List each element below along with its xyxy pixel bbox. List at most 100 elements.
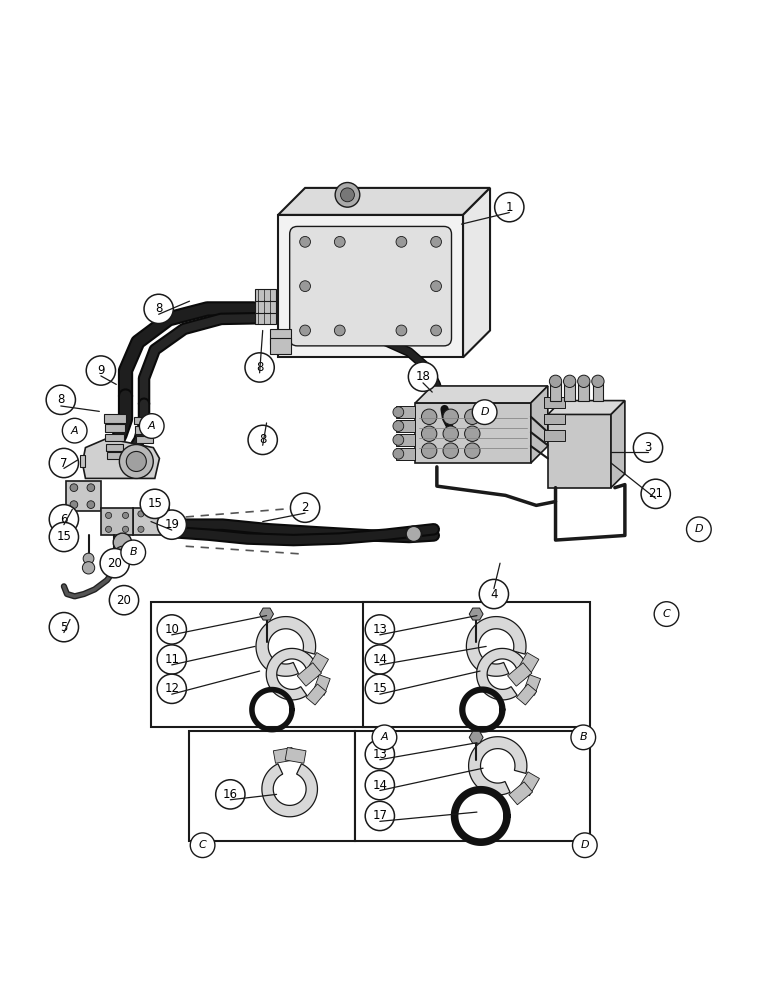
Circle shape: [393, 421, 404, 431]
Text: 16: 16: [223, 788, 238, 801]
Circle shape: [573, 833, 598, 858]
Circle shape: [443, 443, 459, 458]
Circle shape: [49, 505, 79, 534]
Polygon shape: [548, 401, 625, 414]
Text: C: C: [662, 609, 670, 619]
Circle shape: [465, 409, 480, 424]
Circle shape: [108, 562, 120, 574]
Circle shape: [87, 484, 95, 492]
Polygon shape: [469, 737, 527, 795]
Circle shape: [465, 426, 480, 441]
Circle shape: [70, 501, 78, 508]
Polygon shape: [255, 300, 276, 313]
Text: A: A: [381, 732, 388, 742]
Circle shape: [300, 236, 310, 247]
Text: 14: 14: [372, 779, 388, 792]
Text: C: C: [198, 840, 206, 850]
Circle shape: [443, 426, 459, 441]
Circle shape: [365, 740, 394, 769]
Circle shape: [550, 375, 562, 387]
Circle shape: [577, 375, 590, 387]
Text: 3: 3: [645, 441, 652, 454]
Bar: [363, 602, 591, 727]
Polygon shape: [266, 648, 318, 700]
Circle shape: [479, 579, 509, 609]
Polygon shape: [136, 436, 153, 443]
Circle shape: [365, 674, 394, 703]
Polygon shape: [104, 414, 126, 423]
Text: 8: 8: [256, 361, 263, 374]
Text: 20: 20: [107, 557, 122, 570]
Text: B: B: [580, 732, 587, 742]
Circle shape: [564, 375, 576, 387]
Text: 13: 13: [372, 623, 388, 636]
Circle shape: [190, 833, 215, 858]
FancyBboxPatch shape: [290, 226, 452, 346]
Polygon shape: [548, 414, 611, 488]
Circle shape: [422, 426, 437, 441]
Polygon shape: [396, 448, 415, 460]
Polygon shape: [611, 401, 625, 488]
Circle shape: [334, 325, 345, 336]
Text: 10: 10: [164, 623, 179, 636]
Text: 8: 8: [155, 302, 162, 315]
Text: D: D: [581, 840, 589, 850]
Polygon shape: [107, 444, 124, 451]
Circle shape: [431, 281, 442, 292]
Text: A: A: [148, 421, 155, 431]
Polygon shape: [415, 403, 531, 463]
Circle shape: [113, 533, 132, 552]
Text: 19: 19: [164, 518, 179, 531]
Polygon shape: [523, 675, 540, 695]
Circle shape: [633, 433, 662, 462]
Polygon shape: [544, 414, 565, 424]
Circle shape: [465, 443, 480, 458]
Text: 8: 8: [259, 433, 266, 446]
Polygon shape: [83, 438, 160, 478]
Polygon shape: [106, 434, 124, 441]
Polygon shape: [270, 338, 291, 354]
Text: 11: 11: [164, 653, 179, 666]
Polygon shape: [306, 653, 329, 677]
Text: 5: 5: [60, 621, 68, 634]
Circle shape: [571, 725, 596, 750]
Text: 20: 20: [117, 594, 131, 607]
Polygon shape: [101, 508, 134, 535]
Polygon shape: [80, 455, 86, 467]
Polygon shape: [107, 452, 123, 459]
Circle shape: [300, 325, 310, 336]
Text: 21: 21: [648, 487, 663, 500]
Polygon shape: [415, 386, 548, 403]
Circle shape: [396, 325, 407, 336]
Polygon shape: [297, 663, 321, 686]
Circle shape: [110, 586, 139, 615]
Polygon shape: [518, 772, 540, 796]
Polygon shape: [285, 748, 306, 763]
Circle shape: [63, 418, 87, 443]
Text: 14: 14: [372, 653, 388, 666]
Circle shape: [365, 645, 394, 674]
Circle shape: [106, 512, 112, 518]
Circle shape: [472, 400, 497, 424]
Circle shape: [141, 489, 170, 518]
Text: 17: 17: [372, 809, 388, 822]
Polygon shape: [578, 381, 589, 401]
Circle shape: [157, 615, 186, 644]
Circle shape: [140, 414, 164, 438]
Polygon shape: [396, 434, 415, 446]
Polygon shape: [134, 508, 169, 535]
Circle shape: [422, 443, 437, 458]
Polygon shape: [463, 188, 490, 357]
Circle shape: [115, 546, 130, 562]
Circle shape: [138, 511, 144, 517]
Text: 2: 2: [301, 501, 309, 514]
Circle shape: [334, 236, 345, 247]
Polygon shape: [517, 653, 539, 677]
Circle shape: [123, 512, 129, 518]
Circle shape: [144, 294, 173, 324]
Circle shape: [422, 409, 437, 424]
Text: 7: 7: [60, 457, 68, 470]
Circle shape: [290, 493, 320, 522]
Circle shape: [365, 770, 394, 800]
Circle shape: [121, 540, 146, 565]
